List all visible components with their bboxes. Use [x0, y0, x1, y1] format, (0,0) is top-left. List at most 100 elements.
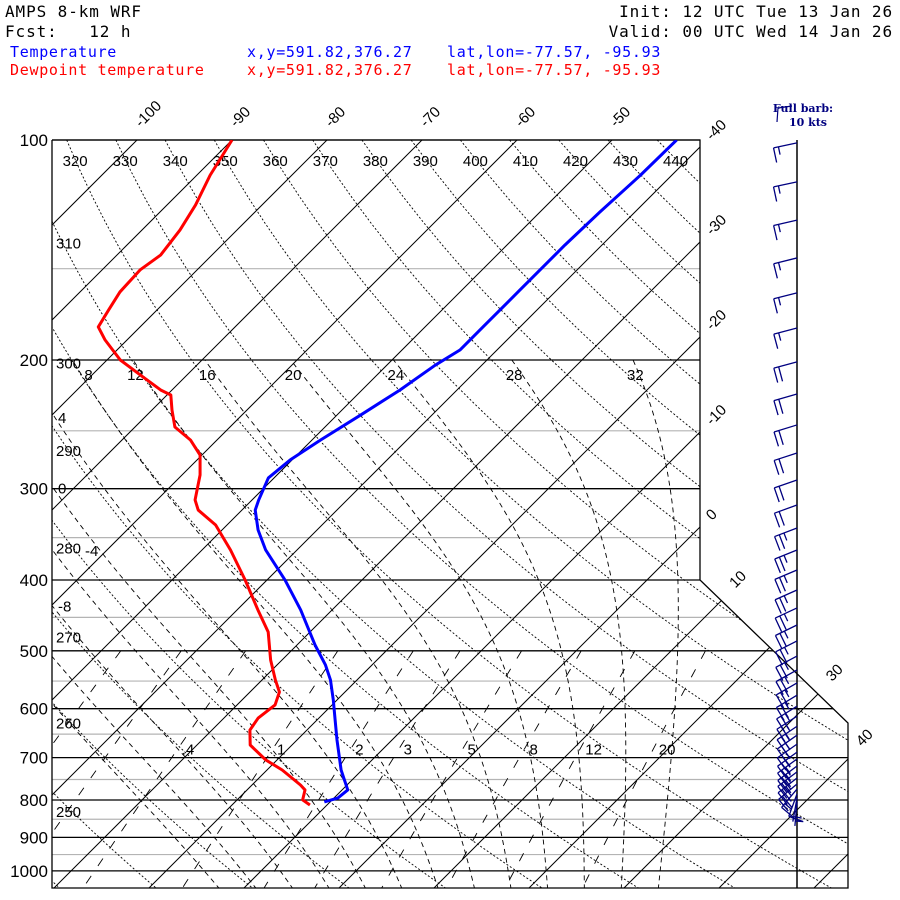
wind-barb: [773, 393, 798, 416]
dry-adiabat-line: [52, 140, 545, 888]
mixing-ratio-label: 1: [277, 742, 285, 759]
mixing-ratio-label: .4: [182, 742, 195, 759]
moist-adiabat-line: [511, 359, 627, 888]
mixing-ratio-line: [581, 650, 706, 888]
isotherm-line: [0, 140, 42, 888]
dry-adiabat-line: [52, 140, 641, 888]
dewpoint-xy: x,y=591.82,376.27: [247, 61, 413, 79]
isotherm-line: [528, 140, 848, 888]
mixing-ratio-label: 20: [659, 742, 676, 759]
dry-adiabat-label: 270: [56, 629, 81, 646]
barb-legend-line1: Full barb:: [773, 102, 833, 115]
dry-adiabat-label: 390: [413, 153, 438, 170]
mixing-ratio-line: [262, 650, 414, 888]
mixing-ratio-line: [445, 650, 582, 888]
pressure-tick-label: 800: [20, 791, 48, 810]
wind-barb: [776, 715, 798, 743]
forecast-hour: Fcst: 12 h: [5, 22, 132, 41]
dry-adiabat-label: 340: [163, 153, 188, 170]
temperature-legend-label: Temperature: [10, 43, 118, 61]
minor-isobars: [52, 268, 848, 856]
dry-adiabat-line: [164, 140, 848, 888]
mixing-ratio-label: 3: [404, 742, 412, 759]
moist-adiabat-label: 0: [58, 481, 66, 498]
wind-barb: [773, 257, 798, 279]
wind-barb: [777, 751, 798, 779]
dry-adiabat-label: 420: [563, 153, 588, 170]
dry-adiabat-line: [52, 140, 738, 888]
dry-adiabat-label: 410: [513, 153, 538, 170]
mixing-ratio-label: 8: [529, 742, 537, 759]
barb-legend-line2: 10 kts: [789, 116, 827, 129]
pressure-tick-label: 400: [20, 571, 48, 590]
dry-adiabat-label: 380: [363, 153, 388, 170]
dry-adiabat-line: [115, 140, 848, 888]
dry-adiabat-label: 300: [56, 356, 81, 373]
pressure-tick-label: 700: [20, 749, 48, 768]
isotherm-line: [52, 140, 423, 888]
dry-adiabat-line: [361, 140, 848, 888]
isotherm-label: 40: [853, 726, 877, 750]
wind-barb: [772, 181, 798, 202]
wind-barb: [773, 361, 798, 383]
wind-barb: [781, 788, 798, 818]
moist-adiabat-label: 12: [127, 367, 144, 384]
dry-adiabat-line: [263, 140, 848, 888]
isotherm-label: -70: [417, 103, 444, 130]
moist-adiabat-line: [393, 359, 585, 888]
wind-barb: [774, 569, 798, 594]
isotherm-label: -80: [322, 103, 349, 130]
mixing-ratio-line: [52, 650, 122, 888]
dewpoint-profile-line: [96, 140, 311, 807]
dry-adiabat-label: 350: [213, 153, 238, 170]
wind-barb: [777, 777, 798, 805]
dry-adiabat-line: [312, 140, 848, 888]
dry-adiabat-line: [52, 140, 448, 888]
wind-barb: [773, 527, 798, 551]
mixing-ratio-line: [181, 650, 339, 888]
moist-adiabat-line: [52, 359, 294, 888]
isotherm-label: -90: [227, 103, 254, 130]
reference-lines: [0, 140, 848, 888]
pressure-tick-label: 100: [20, 131, 48, 150]
dry-adiabat-label: 400: [463, 153, 488, 170]
wind-barb: [773, 292, 798, 314]
dry-adiabat-label: 310: [56, 235, 81, 252]
mixing-ratio-line: [313, 650, 461, 888]
init-time: Init: 12 UTC Tue 13 Jan 26: [619, 2, 893, 21]
isotherm-line: [52, 140, 328, 888]
wind-barb: [775, 669, 798, 696]
moist-adiabat-line: [290, 359, 549, 888]
isotherm-line: [52, 140, 233, 888]
wind-barb: [774, 624, 798, 650]
wind-barb: [773, 424, 798, 447]
isotherm-line: [53, 140, 803, 888]
moist-adiabat-line: [72, 359, 439, 888]
moist-adiabat-line: [52, 359, 331, 888]
wind-barb: [772, 219, 798, 241]
moist-adiabat-label: 4: [58, 410, 66, 427]
mixing-ratio-line: [52, 650, 182, 888]
isotherm-label: -100: [132, 98, 165, 131]
pressure-tick-label: 500: [20, 642, 48, 661]
wind-barb: [775, 655, 798, 681]
dry-adiabat-line: [52, 140, 158, 888]
pressure-tick-label: 300: [20, 480, 48, 499]
dry-adiabat-line: [656, 140, 848, 888]
sounding-profiles: [96, 140, 678, 807]
dry-adiabat-label: 280: [56, 540, 81, 557]
moist-adiabat-line: [52, 359, 367, 888]
dry-adiabat-line: [459, 140, 848, 888]
dry-adiabat-label: 290: [56, 443, 81, 460]
temperature-latlon: lat,lon=-77.57, -95.93: [447, 43, 662, 61]
dry-adiabat-label: 330: [113, 153, 138, 170]
moist-adiabat-line: [632, 359, 679, 888]
temperature-xy: x,y=591.82,376.27: [247, 43, 413, 61]
isotherm-line: [718, 140, 848, 888]
wind-barb: [775, 640, 798, 666]
dry-adiabat-label: 370: [313, 153, 338, 170]
dewpoint-latlon: lat,lon=-77.57, -95.93: [447, 61, 662, 79]
mixing-ratio-label: 12: [585, 742, 602, 759]
wind-barb: [774, 549, 798, 574]
wind-barb: [794, 801, 804, 826]
